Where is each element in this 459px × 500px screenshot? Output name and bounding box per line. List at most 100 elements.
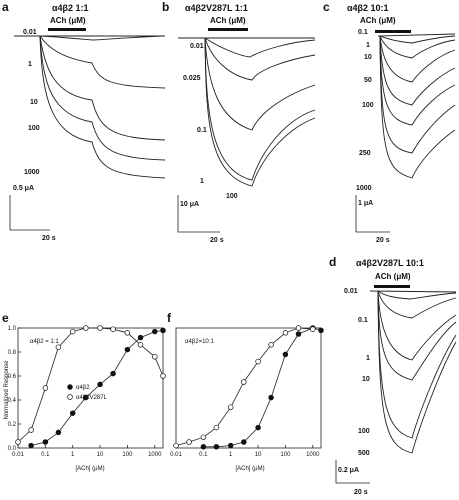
conc-label: 10 [362, 376, 370, 383]
data-point [152, 354, 158, 360]
panel-title: α4β2 10:1 [347, 3, 389, 13]
data-point [137, 334, 144, 341]
chart-annotation: α4β2 = 1:1 [30, 339, 59, 345]
x-tick-label: 1 [71, 452, 75, 458]
data-point [124, 346, 131, 353]
data-point [227, 404, 234, 410]
current-traces [369, 290, 457, 454]
series-fit-line [203, 327, 322, 448]
scale-time-label: 20 s [354, 489, 368, 496]
legend-marker-filled [67, 384, 73, 390]
data-point [268, 342, 274, 348]
x-tick-label: 0.1 [41, 452, 50, 458]
conc-label: 100 [226, 193, 238, 200]
conc-label: 100 [28, 125, 40, 132]
y-axis-label: Normalized Response [4, 360, 10, 420]
x-tick-label: 10 [255, 452, 262, 458]
data-point [69, 410, 76, 416]
legend-entry: α4β2V287L [76, 395, 108, 401]
current-traces [377, 33, 456, 179]
conc-label: 0.01 [190, 43, 204, 50]
conc-label: 1 [366, 355, 370, 362]
data-point [186, 439, 192, 445]
panel-d: d α4β2V287L 10:1 ACh (μM) 0.01 0.1 1 10 … [329, 255, 457, 496]
data-point [55, 344, 62, 350]
scale-current-label: 0.2 μA [338, 467, 359, 474]
conc-label: 0.01 [344, 288, 358, 295]
conc-label: 10 [30, 99, 38, 106]
data-point [173, 442, 179, 449]
data-point [124, 330, 131, 336]
x-tick-label: 10 [97, 452, 104, 458]
scale-bar [355, 195, 390, 233]
data-point [83, 394, 89, 401]
x-tick-label: 0.01 [12, 452, 24, 458]
panel-title: α4β2V287L 10:1 [356, 258, 424, 268]
plot-frame [175, 327, 322, 449]
conc-label: 1 [200, 178, 204, 185]
ach-label: ACh (μM) [210, 16, 246, 25]
legend-entry: α4β2 [76, 385, 90, 391]
data-point [110, 370, 116, 377]
conc-label: 0.01 [23, 29, 37, 36]
panel-label: f [167, 311, 172, 325]
x-tick-label: 0.1 [199, 452, 208, 458]
scale-bar [335, 460, 370, 484]
panel-c: c α4β2 10:1 ACh (μM) 0.1 1 10 50 100 250… [323, 0, 456, 244]
ach-label: ACh (μM) [360, 16, 396, 25]
y-tick-label: 0.2 [8, 422, 17, 428]
data-point [55, 429, 62, 436]
panel-label: b [162, 0, 169, 14]
ach-label: ACh (μM) [50, 16, 86, 25]
panel-e: e Normalized Response [ACh] (μM) α4β2 = … [2, 311, 166, 472]
conc-label: 1000 [356, 185, 372, 192]
conc-label: 250 [359, 150, 371, 157]
panel-a: a α4β2 1:1 ACh (μM) 0.01 1 10 100 1000 0… [2, 0, 166, 242]
data-point [255, 424, 261, 431]
conc-label: 0.025 [183, 75, 201, 82]
conc-label: 100 [362, 102, 374, 109]
x-tick-label: 1 [229, 452, 233, 458]
data-point [318, 327, 324, 334]
x-tick-label: 100 [122, 452, 133, 458]
conc-label: 0.1 [358, 29, 368, 36]
data-point [160, 373, 166, 379]
data-point [28, 427, 34, 433]
data-point [255, 358, 261, 365]
y-tick-label: 0.0 [8, 446, 17, 452]
conc-label: 50 [364, 77, 372, 84]
data-point [42, 439, 49, 445]
y-tick-label: 1.0 [8, 326, 17, 332]
data-point [213, 444, 220, 450]
data-point [213, 424, 220, 431]
data-point [97, 325, 103, 331]
panel-label: a [2, 0, 9, 14]
series-fit-line [31, 330, 164, 446]
panel-label: d [329, 255, 336, 269]
data-point [152, 328, 158, 335]
data-point [137, 342, 144, 348]
scale-time-label: 20 s [210, 237, 224, 244]
ach-application-bar [375, 30, 411, 33]
panel-title: α4β2 1:1 [52, 3, 89, 13]
data-point [227, 442, 234, 449]
data-point [282, 351, 289, 358]
conc-label: 1 [28, 61, 32, 68]
conc-label: 10 [364, 54, 372, 61]
conc-label: 1 [366, 42, 370, 49]
data-point [310, 326, 316, 332]
data-point [42, 385, 49, 391]
legend-marker-open [67, 394, 73, 400]
data-point [83, 325, 89, 331]
x-tick-label: 1000 [306, 452, 320, 458]
conc-label: 0.1 [197, 127, 207, 134]
panel-b: b α4β2V287L 1:1 ACh (μM) 0.01 0.025 0.1 … [162, 0, 316, 244]
current-traces [178, 37, 316, 187]
y-tick-label: 0.4 [8, 398, 17, 404]
data-point [295, 325, 302, 331]
data-point [295, 331, 302, 337]
y-tick-label: 0.6 [8, 374, 17, 380]
data-point [28, 442, 34, 449]
data-point [268, 394, 274, 401]
panel-label: c [323, 0, 330, 14]
